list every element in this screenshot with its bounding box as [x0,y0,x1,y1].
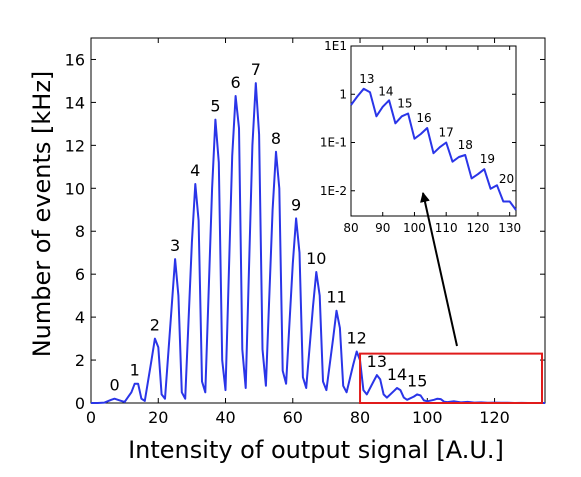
peak-label-2: 2 [150,316,160,335]
inset-x-tick-label: 110 [435,221,458,235]
y-tick-label: 12 [65,136,85,155]
inset-x-tick-label: 90 [375,221,390,235]
y-tick-label: 4 [75,308,85,327]
zoom-arrow [420,192,458,347]
inset-y-tick-label: 1 [339,87,347,101]
x-tick-label: 60 [283,408,303,427]
peak-label-10: 10 [306,249,326,268]
inset-peak-label-14: 14 [378,85,393,99]
inset-x-tick-label: 130 [498,221,521,235]
peak-label-14: 14 [387,365,407,384]
y-tick-label: 2 [75,351,85,370]
inset-frame [350,45,517,217]
highlight-box [359,352,544,404]
peak-label-0: 0 [109,376,119,395]
inset-y-tick-label: 1E-2 [320,184,347,198]
inset-peak-label-15: 15 [397,96,412,110]
inset-x-tick-label: 80 [343,221,358,235]
x-tick-label: 120 [479,408,510,427]
peak-label-8: 8 [271,129,281,148]
peak-label-15: 15 [407,371,427,390]
peak-label-3: 3 [170,236,180,255]
inset-x-tick-label: 120 [466,221,489,235]
x-tick-label: 20 [148,408,168,427]
inset-peak-label-13: 13 [359,72,374,86]
y-tick-label: 16 [65,50,85,69]
inset-peak-label-20: 20 [499,172,514,186]
inset-peak-label-19: 19 [480,152,495,166]
peak-label-13: 13 [367,352,387,371]
inset-y-tick-label: 1E1 [324,39,347,53]
x-tick-label: 0 [86,408,96,427]
peak-label-1: 1 [130,361,140,380]
x-tick-label: 80 [350,408,370,427]
inset-background [351,46,516,216]
y-tick-label: 8 [75,222,85,241]
peak-label-11: 11 [326,288,346,307]
y-tick-label: 0 [75,394,85,413]
peak-label-6: 6 [231,73,241,92]
peak-label-4: 4 [190,161,200,180]
y-tick-label: 6 [75,265,85,284]
main-plot-frame [90,37,546,404]
inset-peak-label-16: 16 [416,111,431,125]
x-tick-label: 100 [412,408,443,427]
inset-peak-label-17: 17 [439,126,454,140]
peak-label-9: 9 [291,195,301,214]
inset-x-tick-label: 100 [403,221,426,235]
overlay [420,192,458,347]
x-tick-label: 40 [215,408,235,427]
inset-peak-label-18: 18 [458,138,473,152]
y-axis-label: Number of events [kHz] [28,71,56,358]
peak-label-12: 12 [346,328,366,347]
inset-y-tick-label: 1E-1 [320,136,347,150]
y-tick-label: 10 [65,179,85,198]
main-plot: 0 20 40 60 80 100 1200246810121416012345678910… [65,37,546,427]
main-series-line [91,82,545,404]
inset-plot: 80 90 100 110 120 130 1E1 1 1E-1 1E-2 13 14 15 16 17 18… [320,39,521,235]
x-axis-label: Intensity of output signal [A.U.] [128,436,504,464]
y-tick-label: 14 [65,93,85,112]
inset-series-line [350,87,517,211]
peak-label-5: 5 [210,97,220,116]
peak-label-7: 7 [251,60,261,79]
